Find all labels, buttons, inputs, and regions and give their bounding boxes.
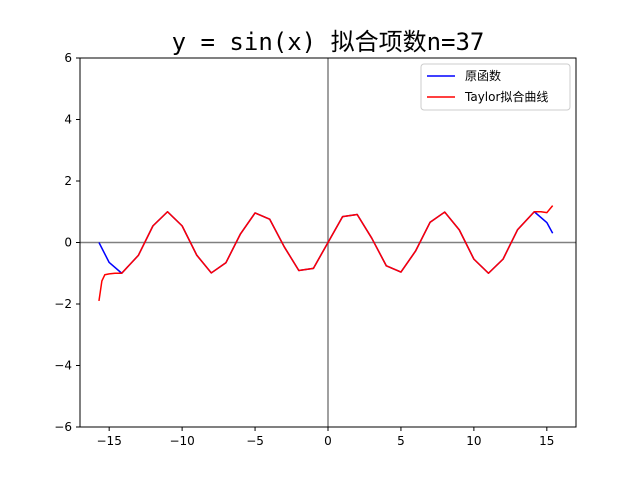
x-tick-label: −5 <box>246 434 264 448</box>
chart-title: y = sin(x) 拟合项数n=37 <box>172 28 485 56</box>
legend-box <box>420 63 571 111</box>
series-line-taylor-fit <box>98 205 554 302</box>
x-tick-label: 5 <box>397 434 405 448</box>
y-tick-label: −2 <box>54 297 72 311</box>
x-tick-label: 10 <box>466 434 481 448</box>
x-tick-label: −10 <box>169 434 194 448</box>
legend: 原函数 Taylor拟合曲线 <box>420 63 571 111</box>
x-tick-label: 0 <box>324 434 332 448</box>
y-tick-label: 6 <box>64 51 72 65</box>
legend-label: 原函数 <box>465 68 501 83</box>
y-tick-label: 0 <box>64 236 72 250</box>
legend-label: Taylor拟合曲线 <box>464 89 548 104</box>
plot-area: −15 −10 −5 0 5 10 15 −6 −4 −2 0 2 4 6 <box>54 51 577 448</box>
y-tick-label: 2 <box>64 174 72 188</box>
y-tick-label: 4 <box>64 113 72 127</box>
y-tick-label: −6 <box>54 420 72 434</box>
y-tick-label: −4 <box>54 359 72 373</box>
x-tick-label: −15 <box>97 434 122 448</box>
x-tick-label: 15 <box>539 434 554 448</box>
